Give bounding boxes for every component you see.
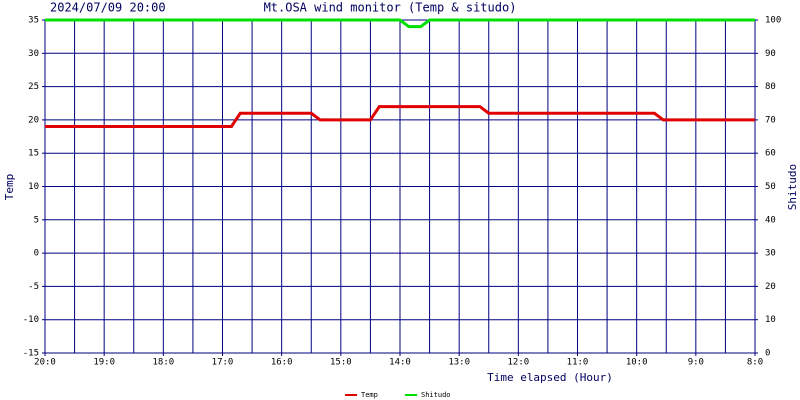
y-tick-label: -15: [23, 349, 39, 359]
y-tick-label: 20: [28, 115, 39, 125]
x-tick-label: 19:0: [93, 358, 115, 368]
legend-label: Shitudo: [421, 391, 451, 399]
y2-tick-label: 70: [765, 115, 776, 125]
y-tick-label: 30: [28, 49, 39, 59]
series-line: [45, 105, 755, 129]
legend-label: Temp: [361, 391, 378, 399]
y2-tick-label: 100: [765, 16, 781, 26]
y-tick-label: 0: [34, 249, 39, 259]
x-tick-label: 9:0: [688, 358, 704, 368]
y-axis-label: Temp: [3, 174, 16, 201]
x-tick-label: 14:0: [389, 358, 411, 368]
x-tick-label: 20:0: [34, 358, 56, 368]
x-tick-label: 16:0: [271, 358, 293, 368]
x-tick-label: 17:0: [212, 358, 234, 368]
x-tick-label: 15:0: [330, 358, 352, 368]
y2-tick-label: 10: [765, 315, 776, 325]
y2-tick-label: 20: [765, 282, 776, 292]
chart-title: Mt.OSA wind monitor (Temp & situdo): [264, 1, 517, 15]
y2-tick-label: 40: [765, 215, 776, 225]
x-tick-label: 8:0: [747, 358, 763, 368]
series-line: [45, 18, 755, 29]
y-tick-label: 5: [34, 215, 39, 225]
x-tick-label: 11:0: [567, 358, 589, 368]
x-tick-label: 12:0: [507, 358, 529, 368]
y-tick-label: 35: [28, 16, 39, 26]
y-tick-label: 25: [28, 82, 39, 92]
y-tick-label: -5: [28, 282, 39, 292]
x-tick-label: 13:0: [448, 358, 470, 368]
x-axis-label: Time elapsed (Hour): [487, 371, 613, 384]
y2-tick-label: 30: [765, 249, 776, 259]
y-tick-label: -10: [23, 315, 39, 325]
x-tick-label: 10:0: [626, 358, 648, 368]
chart-date: 2024/07/09 20:00: [50, 1, 166, 15]
y2-tick-label: 80: [765, 82, 776, 92]
y-tick-label: 15: [28, 149, 39, 159]
y-tick-label: 10: [28, 182, 39, 192]
y2-axis-label: Shitudo: [786, 164, 799, 210]
y2-tick-label: 0: [765, 349, 770, 359]
y2-tick-label: 50: [765, 182, 776, 192]
y2-tick-label: 60: [765, 149, 776, 159]
x-tick-label: 18:0: [152, 358, 174, 368]
y2-tick-label: 90: [765, 49, 776, 59]
